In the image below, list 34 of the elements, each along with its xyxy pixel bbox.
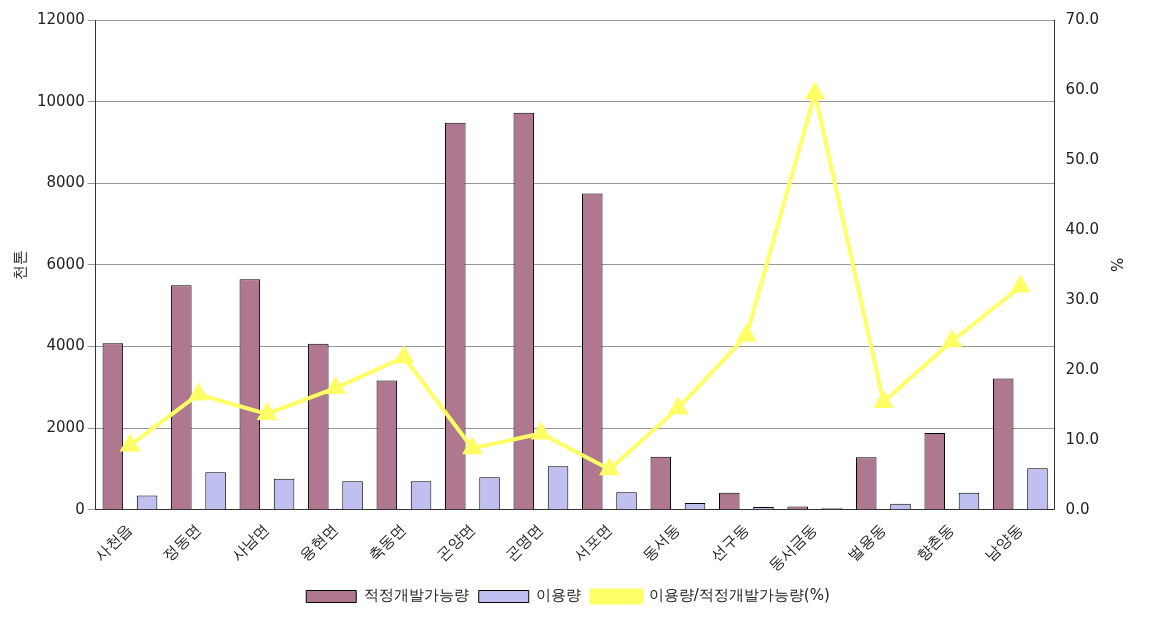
point (463, 438, 482, 455)
y-tick-label: 12000 (37, 9, 85, 28)
point (805, 83, 824, 100)
y2-tick-label: 30.0 (1065, 289, 1100, 308)
y2-tick-label: 10.0 (1065, 429, 1100, 448)
legend-label: 이용량 (536, 586, 582, 605)
y2-tick-label: 40.0 (1065, 219, 1100, 238)
point (1010, 274, 1031, 293)
y-tick-label: 4000 (46, 336, 85, 355)
point (874, 392, 893, 409)
y2-tick-label: 0.0 (1065, 499, 1090, 518)
point (600, 459, 619, 476)
y-tick-label: 6000 (46, 254, 85, 273)
point (736, 323, 757, 342)
y-axis-title: 천톤 (10, 249, 29, 280)
y2-tick-label: 50.0 (1065, 149, 1100, 168)
point (121, 435, 139, 452)
y-tick-label: 2000 (46, 418, 85, 437)
y2-tick-label: 20.0 (1065, 359, 1100, 378)
point (668, 398, 687, 415)
point (326, 378, 345, 395)
legend-label: 적정개발가능량 (363, 586, 469, 605)
point (942, 331, 961, 348)
point (395, 347, 413, 364)
y2-tick-label: 60.0 (1065, 79, 1100, 98)
point (530, 421, 550, 440)
y2-axis-title: % (1107, 257, 1126, 273)
y-tick-label: 8000 (46, 173, 85, 192)
y-tick-label: 0 (75, 499, 85, 518)
y-tick-label: 10000 (37, 91, 85, 110)
y2-tick-label: 70.0 (1065, 9, 1100, 28)
legend-label: 이용량/적정개발가능량(%) (648, 586, 830, 605)
point (189, 384, 208, 401)
point (258, 403, 276, 420)
